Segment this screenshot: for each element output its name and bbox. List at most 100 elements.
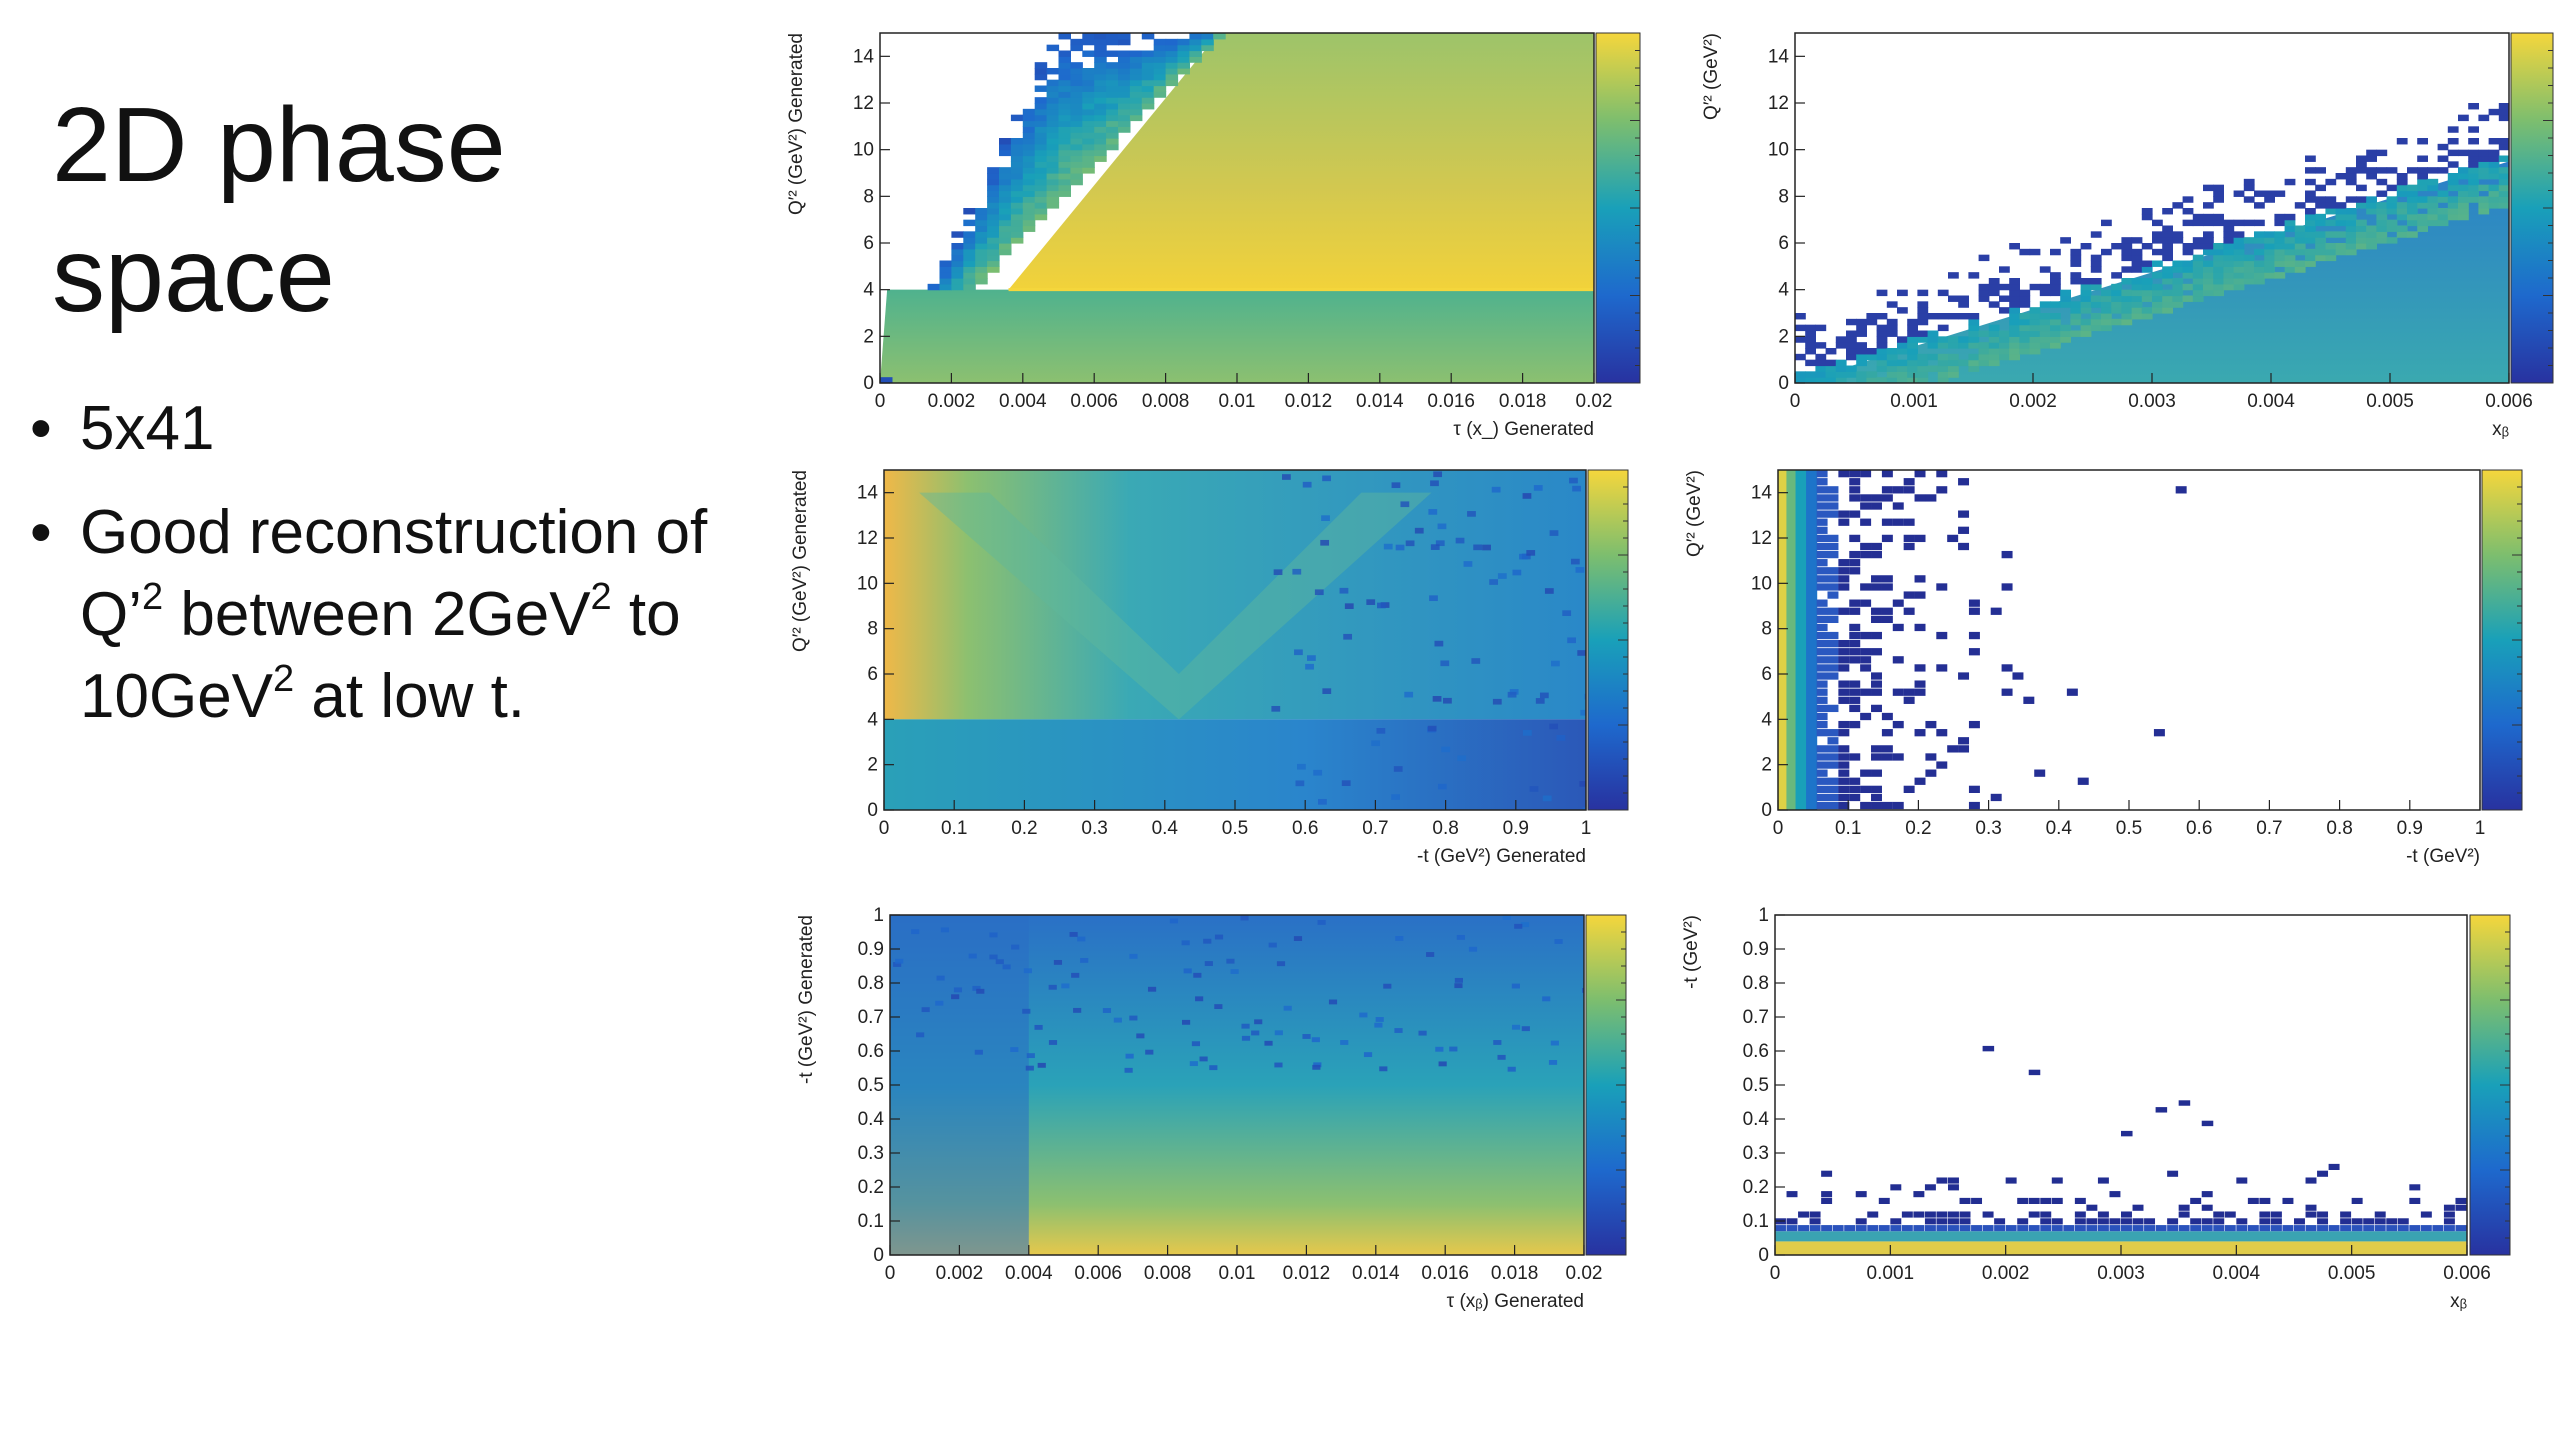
heatmap-bin [1118, 85, 1131, 92]
heatmap-bin [2172, 295, 2184, 302]
heatmap-bin [2039, 318, 2051, 326]
heatmap-bin [1058, 190, 1071, 197]
heatmap-bin [1165, 50, 1179, 57]
heatmap-bin [1948, 365, 1959, 372]
heatmap-bin [1106, 33, 1119, 40]
heatmap-bin [2029, 324, 2041, 332]
heatmap-bin [1816, 607, 1828, 615]
y-tick-label: 0.7 [1743, 1007, 1769, 1028]
heatmap-bin [975, 260, 988, 267]
heatmap-bin [1982, 1225, 1994, 1232]
heatmap-bin [1271, 705, 1281, 712]
heatmap-bin [1034, 143, 1048, 151]
heatmap-bin [1816, 745, 1828, 753]
heatmap-bin [1046, 138, 1060, 145]
heatmap-bin [2050, 289, 2061, 297]
heatmap-bin [1849, 623, 1861, 632]
heatmap-bin [987, 237, 1000, 244]
heatmap-bin [2366, 167, 2377, 174]
heatmap-bin [987, 213, 1000, 221]
heatmap-bin [1968, 324, 1980, 332]
heatmap-bin [2254, 260, 2265, 267]
bullet-list: 5x41 Good reconstruction of Q’2 between … [30, 388, 730, 760]
heatmap-bin [1856, 371, 1867, 378]
heatmap-bin [999, 190, 1012, 197]
heatmap-bin [2077, 777, 2089, 785]
heatmap-bin [2345, 178, 2357, 186]
heatmap-bin [1073, 1007, 1082, 1013]
heatmap-bin [2192, 295, 2204, 302]
heatmap-bin [2396, 173, 2408, 180]
heatmap-bin [1153, 38, 1167, 46]
heatmap-bin [2233, 260, 2245, 267]
heatmap-bin [1827, 567, 1839, 575]
heatmap-bin [976, 988, 985, 994]
heatmap-bin [2458, 213, 2469, 221]
heatmap-bin [1871, 583, 1882, 591]
heatmap-bin [1034, 208, 1048, 215]
heatmap-bin [2080, 301, 2092, 308]
heatmap-bin [2427, 202, 2439, 209]
heatmap-bin [1519, 553, 1528, 560]
superscript: 2 [142, 576, 164, 619]
heatmap-bin [1988, 330, 2000, 337]
heatmap-bin [1010, 173, 1024, 180]
heatmap-bin [2001, 550, 2013, 559]
heatmap-bin [1141, 68, 1155, 75]
heatmap-bin [2345, 219, 2357, 227]
heatmap-bin [1913, 1191, 1925, 1198]
heatmap-bin [2317, 1170, 2329, 1177]
heatmap-bin [1254, 1019, 1263, 1025]
heatmap-bin [1999, 330, 2010, 337]
heatmap-bin [1806, 470, 1818, 810]
heatmap-bin [2060, 336, 2071, 343]
heatmap-bin [1341, 780, 1351, 786]
heatmap-bin [2063, 1225, 2075, 1232]
y-tick-label: 0.1 [1743, 1211, 1769, 1232]
heatmap-bin [2213, 283, 2224, 291]
heatmap-bin [1165, 38, 1179, 46]
heatmap-bin [2498, 167, 2509, 174]
heatmap-bin [2090, 313, 2102, 320]
heatmap-bin [2376, 190, 2388, 197]
heatmap-bin [1871, 631, 1882, 640]
heatmap-bin [1821, 1191, 1833, 1198]
heatmap-bin [968, 953, 977, 959]
heatmap-bin [1958, 737, 1970, 745]
heatmap-bin [1867, 1211, 1879, 1218]
heatmap-bin [2284, 237, 2296, 244]
x-tick-label: 0.006 [2485, 391, 2533, 412]
heatmap-bin [1177, 62, 1190, 69]
heatmap-bin [1827, 777, 1839, 785]
heatmap-bin [1492, 698, 1502, 705]
heatmap-bin [1058, 132, 1071, 139]
x-tick-label: 0.1 [941, 818, 967, 839]
heatmap-bin [2101, 289, 2112, 297]
heatmap-bin [2243, 260, 2255, 267]
heatmap-bin [1871, 753, 1882, 761]
heatmap-bin [2182, 272, 2194, 279]
heatmap-bin [2090, 301, 2102, 308]
heatmap-bin [939, 266, 952, 273]
heatmap-bin [2468, 173, 2479, 180]
heatmap-bin [2121, 307, 2133, 314]
heatmap-bin [1297, 763, 1306, 770]
heatmap-bin [2376, 202, 2388, 209]
heatmap-bin [1022, 161, 1036, 168]
heatmap-bin [1118, 73, 1131, 81]
heatmap-bin [2050, 283, 2061, 291]
heatmap-bin [1897, 365, 1908, 372]
heatmap-bin [2131, 295, 2143, 302]
heatmap-bin [1034, 213, 1048, 221]
heatmap-bin [2028, 1211, 2040, 1218]
heatmap-bin [1917, 307, 1929, 314]
heatmap-bin [2233, 243, 2245, 250]
y-tick-label: 14 [853, 46, 875, 67]
heatmap-bin [1010, 161, 1024, 168]
heatmap-bin [1816, 640, 1828, 648]
heatmap-bin [1022, 202, 1036, 209]
heatmap-bin [921, 1007, 930, 1013]
x-tick-label: 0.4 [1152, 818, 1179, 839]
heatmap-bin [1881, 729, 1893, 737]
heatmap-bin [2201, 1191, 2213, 1198]
